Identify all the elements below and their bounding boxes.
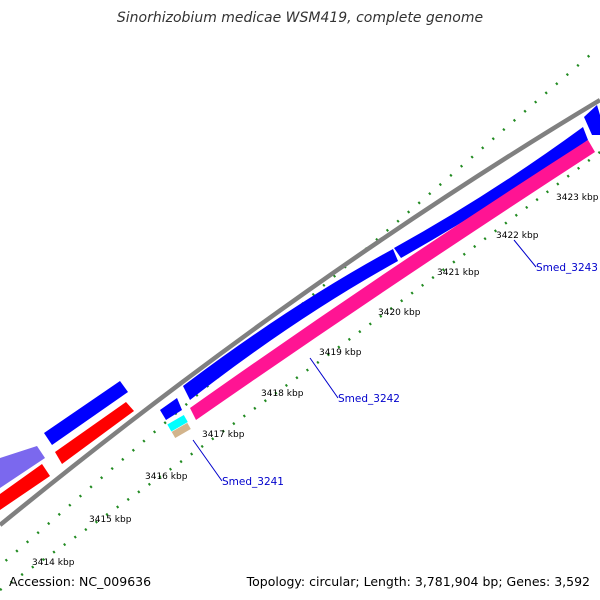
tick-label: 3418 kbp [261,389,304,399]
tick-label: 3417 kbp [202,430,245,440]
tick-labels: 3414 kbp 3415 kbp 3416 kbp 3417 kbp 3418… [32,193,599,568]
backbone-ring [0,98,600,527]
forward-gene-block [44,381,128,445]
genome-summary-text: Topology: circular; Length: 3,781,904 bp… [246,574,590,589]
forward-gene-block [394,127,588,258]
accession-text: Accession: NC_009636 [9,574,152,589]
tick-label: 3422 kbp [496,231,539,241]
leader-line [309,357,339,399]
tick-label: 3423 kbp [556,193,599,203]
rna-gene-block [167,415,188,432]
other-gene-block [171,422,191,438]
forward-gene-block [584,105,600,135]
tick-label: 3414 kbp [32,558,75,568]
tick-label: 3421 kbp [437,268,480,278]
tick-label: 3416 kbp [145,472,188,482]
leader-line [192,439,223,482]
reverse-gene-block [190,140,595,420]
forward-gene-block [160,398,182,420]
reverse-gene-block [0,464,50,510]
label-leaders [192,239,537,482]
gene-label-smed-3242[interactable]: Smed_3242 [338,393,400,405]
gene-label-smed-3241[interactable]: Smed_3241 [222,476,284,488]
outer-forward-genes [0,105,600,488]
inner-reverse-genes [167,140,595,438]
tick-label: 3419 kbp [319,348,362,358]
tick-label: 3415 kbp [89,515,132,525]
gene-labels: Smed_3241 Smed_3242 Smed_3243 [222,262,598,488]
forward-gene-block [183,249,398,400]
inner-dotted-ring [0,151,600,592]
leader-line [513,239,537,268]
reverse-gene-block [55,402,134,464]
forward-gene-block [0,446,45,488]
tick-label: 3420 kbp [378,308,421,318]
outer-reverse-genes [0,402,134,510]
gene-label-smed-3243[interactable]: Smed_3243 [536,262,598,274]
inner-forward-genes [160,127,588,420]
map-title: Sinorhizobium medicae WSM419, complete g… [116,10,484,26]
